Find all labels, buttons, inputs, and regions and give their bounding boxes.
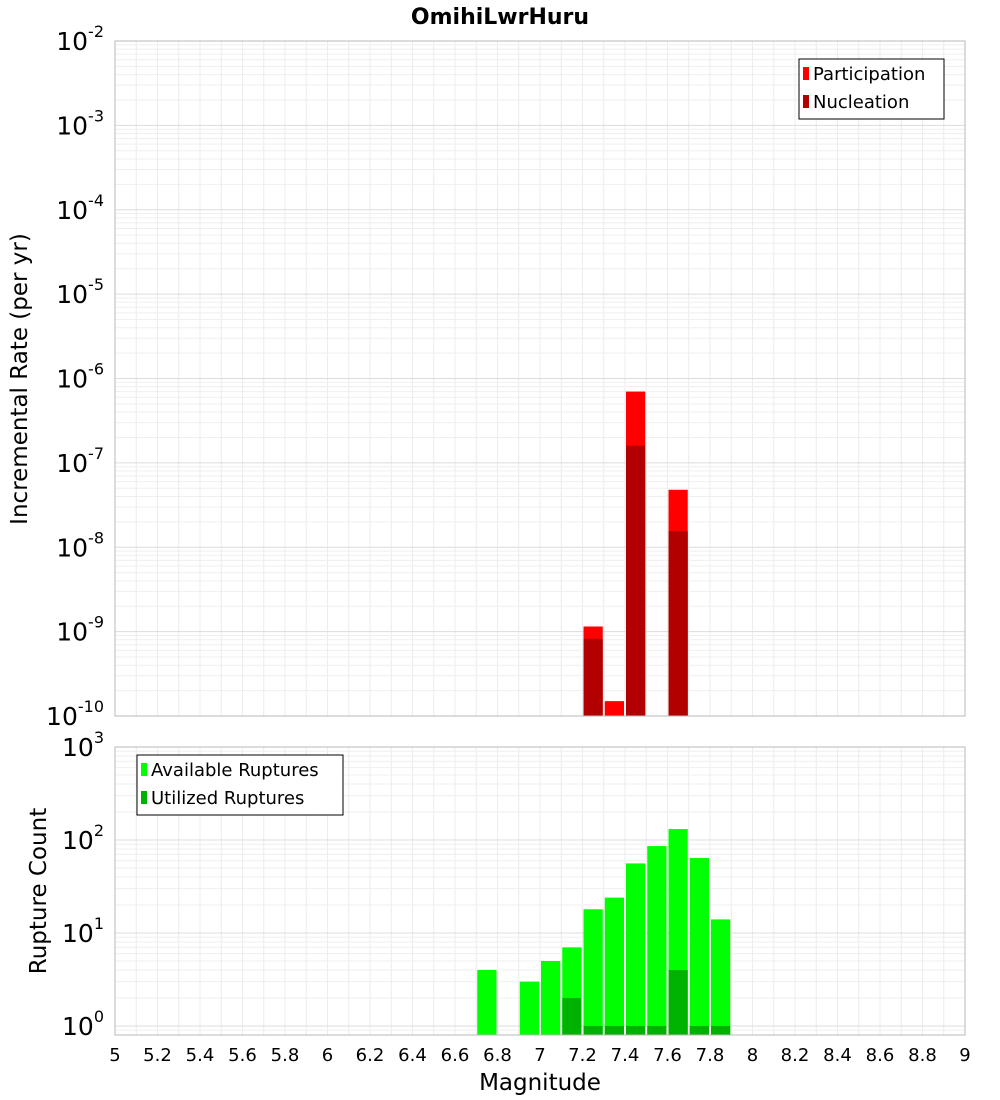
bottom-bar-secondary — [626, 1025, 646, 1035]
x-tick-label: 5 — [109, 1045, 120, 1066]
top-legend-swatch — [803, 95, 809, 108]
bottom-bar-primary — [541, 960, 561, 1035]
x-tick-label: 8 — [747, 1045, 758, 1066]
bottom-legend-swatch — [141, 791, 147, 804]
top-bar-secondary — [668, 531, 688, 716]
bottom-bar-primary — [604, 897, 624, 1035]
x-tick-label: 8.4 — [823, 1045, 852, 1066]
top-plot-frame — [114, 40, 966, 717]
bottom-bar-secondary — [689, 1025, 709, 1035]
x-tick-label: 8.8 — [908, 1045, 937, 1066]
bottom-y-axis-label: Rupture Count — [26, 808, 52, 974]
x-tick-label: 5.2 — [143, 1045, 172, 1066]
top-y-tick-label: 10-9 — [56, 613, 104, 647]
x-tick-label: 7.6 — [653, 1045, 682, 1066]
x-tick-label: 5.8 — [271, 1045, 300, 1066]
x-tick-label: 7.2 — [568, 1045, 597, 1066]
bottom-bar-secondary — [647, 1025, 667, 1035]
top-legend-label: Nucleation — [813, 92, 909, 113]
x-tick-label: 7.4 — [611, 1045, 640, 1066]
bottom-plot-frame — [114, 746, 966, 1036]
top-legend-swatch — [803, 67, 809, 80]
x-tick-label: 6.4 — [398, 1045, 427, 1066]
bottom-bar-primary — [477, 969, 497, 1035]
top-legend: Participation Nucleation — [798, 58, 945, 120]
bottom-bar-primary — [647, 846, 667, 1035]
top-y-tick-label: 10-6 — [56, 360, 104, 394]
top-bar-secondary — [583, 638, 603, 716]
top-y-tick-label: 10-4 — [56, 191, 104, 225]
top-grid — [114, 40, 966, 717]
bottom-bar-primary — [626, 863, 646, 1035]
chart-title: OmihiLwrHuru — [411, 5, 589, 30]
x-tick-label: 7.8 — [696, 1045, 725, 1066]
top-y-tick-label: 10-2 — [56, 22, 104, 56]
bottom-legend-label: Utilized Ruptures — [151, 788, 304, 809]
top-y-axis-label: Incremental Rate (per yr) — [7, 233, 33, 525]
top-y-tick-label: 10-10 — [46, 697, 104, 731]
x-tick-label: 8.6 — [866, 1045, 895, 1066]
x-tick-label: 7 — [534, 1045, 545, 1066]
x-tick-label: 6.2 — [356, 1045, 385, 1066]
top-bar-primary — [604, 701, 624, 716]
top-legend-box — [798, 58, 945, 120]
top-y-tick-label: 10-7 — [56, 444, 104, 478]
bottom-y-tick-label: 100 — [62, 1007, 104, 1041]
bottom-legend-swatch — [141, 763, 147, 776]
bottom-bar-primary — [519, 981, 539, 1035]
x-tick-label: 6 — [322, 1045, 333, 1066]
bottom-bar-secondary — [604, 1025, 624, 1035]
bottom-bar-secondary — [562, 997, 582, 1035]
bottom-legend-label: Available Ruptures — [151, 760, 319, 781]
bottom-bar-primary — [583, 909, 603, 1035]
x-tick-label: 6.6 — [441, 1045, 470, 1066]
top-y-tick-label: 10-3 — [56, 106, 104, 140]
bottom-bar-secondary — [583, 1025, 603, 1035]
bottom-legend: Available Ruptures Utilized Ruptures — [136, 754, 344, 816]
top-bar-secondary — [626, 445, 646, 716]
bottom-legend-box — [136, 754, 344, 816]
bottom-y-tick-label: 101 — [62, 914, 104, 948]
x-tick-label: 5.4 — [186, 1045, 215, 1066]
top-y-tick-label: 10-8 — [56, 528, 104, 562]
x-axis-label: Magnitude — [479, 1070, 601, 1096]
bottom-panel: 103 102 101 100 Available Ruptures Utilized R… — [62, 728, 971, 1066]
top-y-tick-label: 10-5 — [56, 275, 104, 309]
x-tick-label: 8.2 — [781, 1045, 810, 1066]
x-tick-label: 5.6 — [228, 1045, 257, 1066]
top-legend-label: Participation — [813, 64, 925, 85]
bottom-bar-primary — [689, 858, 709, 1035]
bottom-y-tick-label: 102 — [62, 821, 104, 855]
bottom-y-tick-label: 103 — [62, 728, 104, 762]
top-panel: 10-2 10-3 10-4 10-5 10-6 10-7 10-8 10-9 10-10 Par… — [46, 22, 966, 731]
x-tick-label: 6.8 — [483, 1045, 512, 1066]
bottom-bar-secondary — [711, 1025, 731, 1035]
bottom-bar-primary — [711, 919, 731, 1035]
x-tick-label: 9 — [959, 1045, 970, 1066]
bottom-bar-secondary — [668, 969, 688, 1035]
